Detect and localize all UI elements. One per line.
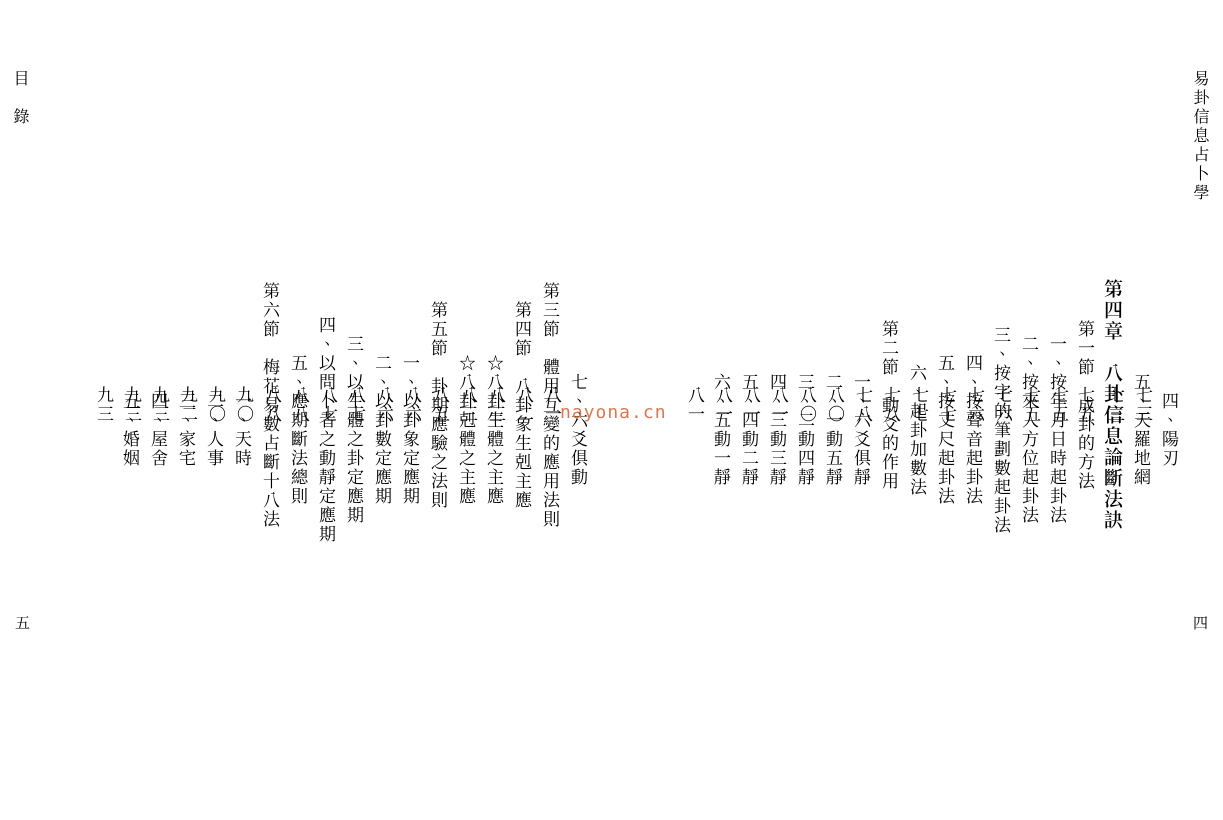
item-title: 七、六爻俱動 bbox=[567, 373, 592, 487]
item-title: 三、以生體之卦定應期 bbox=[343, 335, 368, 525]
page-ref: 九三 bbox=[149, 386, 174, 424]
page-ref: 七七 bbox=[936, 386, 961, 424]
page-ref: 八三 bbox=[457, 386, 482, 424]
page-ref: 八一 bbox=[712, 386, 737, 424]
page-ref: 九〇 bbox=[233, 386, 258, 424]
page-ref: 七五 bbox=[1048, 386, 1073, 424]
page-ref: 八六 bbox=[373, 386, 398, 424]
page-ref: 七三 bbox=[1132, 386, 1157, 424]
item-title: 二、按來人方位起卦法 bbox=[1018, 335, 1043, 525]
item-title: 一、按年月日時起卦法 bbox=[1046, 335, 1071, 525]
right-page-number: 四 bbox=[1190, 615, 1211, 630]
page-ref: 九三 bbox=[93, 386, 118, 424]
left-page-number: 五 bbox=[12, 615, 33, 630]
item-title: 一、以卦象定應期 bbox=[399, 354, 424, 506]
page-ref: 八八 bbox=[289, 386, 314, 424]
watermark-text: nayona.cn bbox=[560, 402, 667, 423]
page-ref: 八〇 bbox=[796, 386, 821, 424]
page-ref: 八八 bbox=[261, 386, 286, 424]
item-title: 四、以問卜者之動靜定應期 bbox=[315, 316, 340, 544]
page-ref: 八五 bbox=[429, 386, 454, 424]
page-ref: 八二 bbox=[513, 386, 538, 424]
page-ref: 九三 bbox=[121, 386, 146, 424]
item-title: 四、陽刃 bbox=[1158, 392, 1183, 468]
item-title: 六、起卦加數法 bbox=[906, 364, 931, 497]
page-ref: 八一 bbox=[768, 386, 793, 424]
page-ref: 八七 bbox=[345, 386, 370, 424]
left-columns: 七、六爻俱動八一第三節 體用互變的應用法則八二第四節 八卦象生剋主應八三☆八卦生… bbox=[40, 20, 592, 790]
page-ref: 八六 bbox=[401, 386, 426, 424]
page-ref: 八一 bbox=[740, 386, 765, 424]
page-ref: 八〇 bbox=[824, 386, 849, 424]
page-ref: 九二 bbox=[177, 386, 202, 424]
page-spread: 易卦信息占卜學 四 四、陽刃七三五、天羅地網七三第四章 八卦信息論斷法訣七五第一… bbox=[0, 0, 1223, 820]
item-title: 三、按字的筆劃數起卦法 bbox=[990, 326, 1015, 535]
left-page: 目 錄 五 七、六爻俱動八一第三節 體用互變的應用法則八二第四節 八卦象生剋主應… bbox=[0, 0, 612, 820]
right-columns: 四、陽刃七三五、天羅地網七三第四章 八卦信息論斷法訣七五第一節 成卦的方法七五一… bbox=[632, 20, 1183, 790]
page-ref: 七七 bbox=[908, 386, 933, 424]
item-title: ☆八卦生體之主應 bbox=[483, 354, 508, 506]
page-ref: 七三 bbox=[1104, 386, 1129, 424]
page-ref: 七六 bbox=[992, 386, 1017, 424]
item-title: 五、應期斷法總則 bbox=[287, 354, 312, 506]
item-title: ☆八卦剋體之主應 bbox=[455, 354, 480, 506]
item-title: 四、按聲音起卦法 bbox=[962, 354, 987, 506]
page-ref: 八七 bbox=[317, 386, 342, 424]
right-page: 易卦信息占卜學 四 四、陽刃七三五、天羅地網七三第四章 八卦信息論斷法訣七五第一… bbox=[612, 0, 1223, 820]
page-ref: 九〇 bbox=[205, 386, 230, 424]
running-head-right: 易卦信息占卜學 bbox=[1190, 70, 1213, 203]
page-ref: 八一 bbox=[684, 386, 709, 424]
item-title: 二、以卦數定應期 bbox=[371, 354, 396, 506]
page-ref: 七六 bbox=[964, 386, 989, 424]
toc-column: 四、陽刃七三 bbox=[1155, 20, 1183, 790]
page-ref: 七五 bbox=[1020, 386, 1045, 424]
running-head-left: 目 錄 bbox=[10, 70, 33, 127]
page-ref: 八三 bbox=[485, 386, 510, 424]
page-ref: 七八 bbox=[852, 386, 877, 424]
item-title: 五、按丈尺起卦法 bbox=[934, 354, 959, 506]
page-ref: 七五 bbox=[1074, 386, 1099, 424]
page-ref: 七八 bbox=[880, 386, 905, 424]
